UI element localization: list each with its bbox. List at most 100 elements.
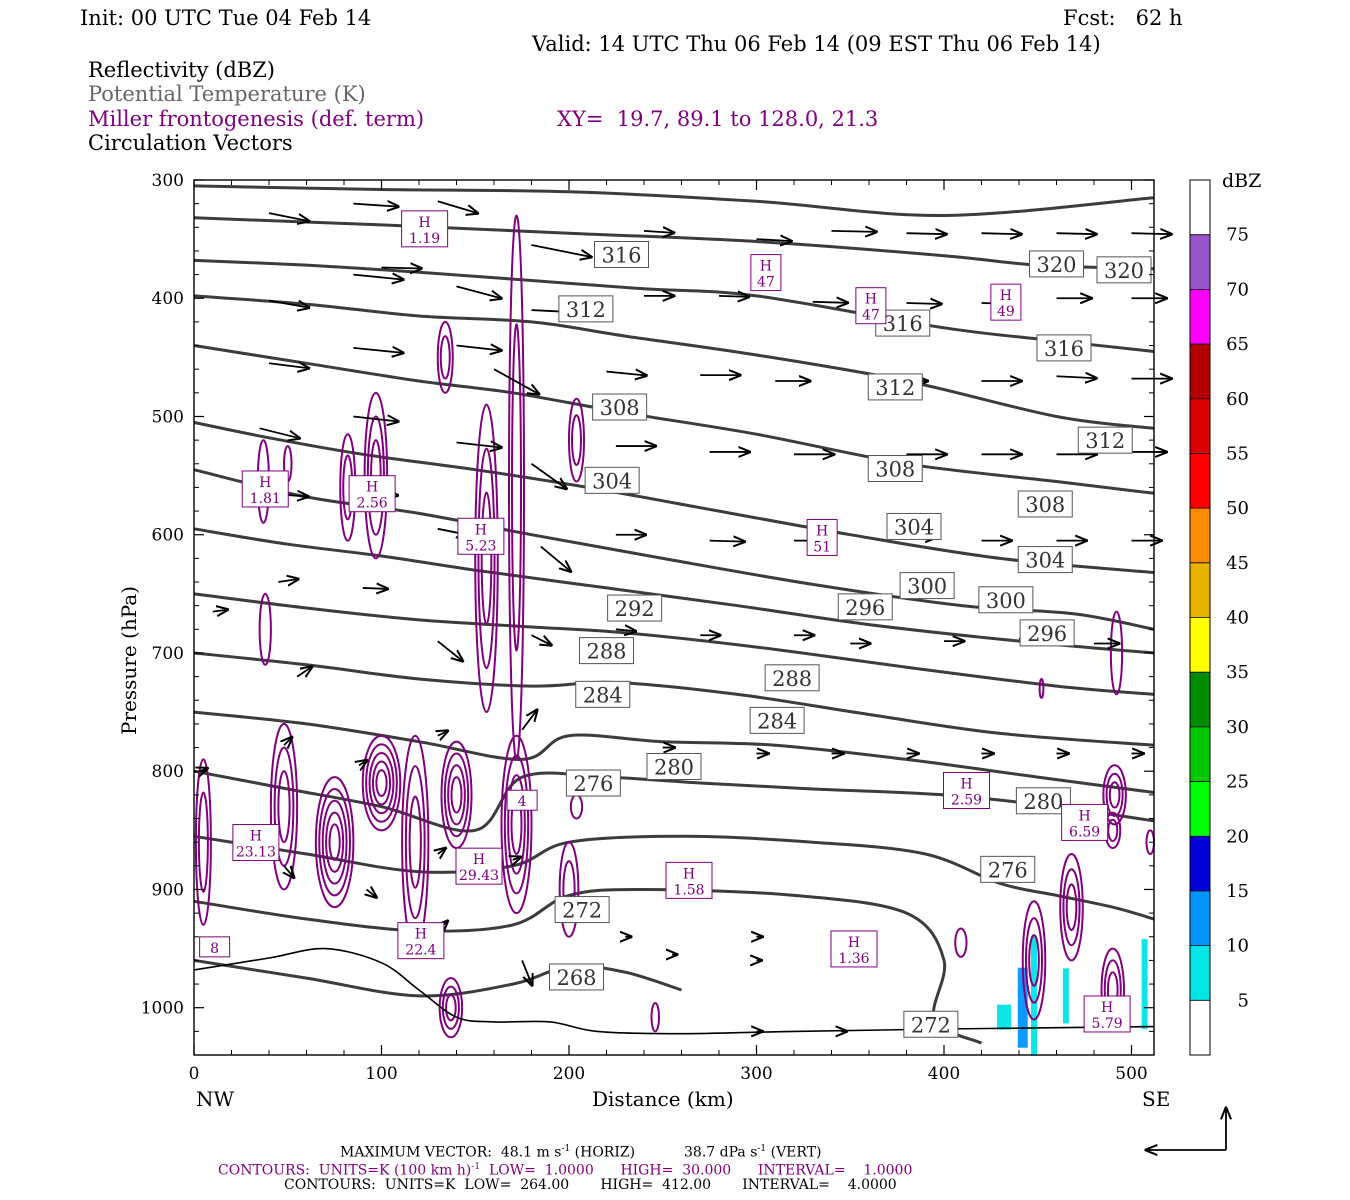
colorbar-unit: dBZ: [1222, 170, 1262, 192]
frontogenesis-high-box-3: [457, 517, 505, 555]
frontogenesis-contour-info: CONTOURS: UNITS=K (100 km h)-1 LOW= 1.00…: [218, 1162, 913, 1179]
circulation-vector-0: [268, 212, 309, 221]
circulation-vector-6: [831, 231, 877, 232]
theta-label-300: 300: [907, 575, 947, 599]
terrain-layer: [193, 947, 1155, 1035]
circulation-vector-18: [812, 302, 848, 303]
frontogenesis-contour-13-0: [440, 740, 473, 850]
circulation-vector-57: [362, 588, 388, 589]
frontogenesis-high-value: 23.13: [236, 845, 276, 861]
theta-contours-layer: [193, 184, 1155, 1045]
frontogenesis-high-box-5: [855, 287, 887, 325]
frontogenesis-high-box-9: [455, 847, 503, 885]
theta-label-280: 280: [654, 755, 694, 779]
theta-label-284: 284: [583, 683, 623, 707]
colorbar-level-label: 40: [1226, 608, 1249, 629]
theta-label-box-5-0: [584, 466, 640, 494]
theta-contour-276-12: [193, 834, 1155, 921]
frontogenesis-high-value: 1.19: [409, 231, 440, 247]
colorbar-level-label: 20: [1226, 826, 1249, 847]
frontogenesis-high-value: 1.36: [838, 951, 869, 967]
frontogenesis-high-marker: H: [475, 522, 487, 538]
theta-contour-info: CONTOURS: UNITS=K LOW= 264.00 HIGH= 412.…: [284, 1177, 897, 1193]
reflectivity-patch-0: [1017, 967, 1028, 1048]
theta-label-276: 276: [573, 772, 613, 796]
frontogenesis-high-marker: H: [760, 259, 772, 275]
frontogenesis-contour-22-2: [1028, 934, 1040, 987]
frontogenesis-contour-14-1: [503, 754, 530, 895]
circulation-vector-12: [268, 299, 309, 308]
frontogenesis-high-marker: H: [1000, 288, 1012, 304]
circulation-vector-2: [437, 200, 478, 213]
frontogenesis-contour-10-2: [321, 799, 348, 885]
circulation-vector-17: [718, 296, 749, 297]
x-tick-label: 300: [740, 1064, 772, 1084]
frontogenesis-high-value: 51: [813, 539, 831, 555]
frontogenesis-contour-0-1: [511, 323, 522, 652]
x-tick-label: 100: [365, 1064, 397, 1084]
field-circulation-vectors: Circulation Vectors: [88, 131, 293, 155]
colorbar-level-label: 70: [1226, 279, 1249, 300]
theta-label-box-4-2: [1017, 490, 1073, 518]
x-tick-label: 200: [553, 1064, 585, 1084]
circulation-vector-23: [268, 363, 309, 368]
theta-contour-320-0: [193, 184, 1155, 218]
colorbar-level-label: 50: [1226, 498, 1249, 519]
circulation-vector-81: [284, 865, 294, 878]
frontogenesis-contour-19-1: [1105, 772, 1124, 817]
circulation-vector-50: [709, 541, 745, 542]
theta-label-box-10-1: [749, 706, 805, 734]
circulation-vector-26: [493, 368, 539, 394]
y-tick-label: 800: [152, 762, 184, 782]
colorbar-segment-11: [1190, 398, 1210, 454]
frontogenesis-contour-10-1: [318, 787, 351, 897]
frontogenesis-high-value: 1.58: [673, 882, 704, 898]
frontogenesis-high-box-0: [401, 210, 449, 248]
frontogenesis-contour-14-0: [500, 734, 533, 915]
frontogenesis-high-marker: H: [816, 523, 828, 539]
theta-contour-284-10: [193, 710, 1155, 794]
circulation-vector-59: [531, 634, 552, 645]
x-tick-label: 0: [189, 1064, 200, 1084]
circulation-vector-56: [278, 579, 298, 582]
reflectivity-patch-2: [1062, 968, 1069, 1024]
colorbar-level-label: 35: [1226, 662, 1249, 683]
frontogenesis-contour-0-0: [508, 214, 525, 761]
frontogenesis-high-box-4: [750, 254, 782, 292]
theta-contour-288-9: [193, 651, 1155, 747]
plot-frame: [193, 179, 1155, 1056]
theta-label-300: 300: [986, 589, 1026, 613]
frontogenesis-contour-10-4: [328, 823, 341, 861]
theta-label-box-5-1: [886, 512, 942, 540]
theta-label-box-6-0: [899, 572, 955, 600]
frontogenesis-high-marker: H: [865, 292, 877, 308]
frontogenesis-contour-1-2: [480, 491, 493, 626]
theta-label-296: 296: [1027, 622, 1067, 646]
forecast-hour: Fcst: 62 h: [1063, 6, 1183, 30]
frontogenesis-contour-18-0: [1038, 677, 1045, 699]
colorbar-segment-4: [1190, 781, 1210, 837]
circulation-vector-11: [381, 268, 422, 269]
frontogenesis-contour-1-0: [474, 403, 499, 714]
frontogenesis-contour-14-2: [507, 774, 526, 875]
theta-label-box-9-0: [579, 637, 634, 665]
circulation-vector-14: [456, 285, 502, 298]
frontogenesis-contour-11-3: [371, 760, 392, 806]
circulation-vector-77: [284, 737, 292, 745]
x-axis-label: Distance (km): [592, 1087, 734, 1111]
theta-label-box-3-2: [1077, 426, 1133, 454]
circulation-vector-3: [531, 244, 592, 257]
frontogenesis-high-box-8: [232, 824, 280, 862]
frontogenesis-high-box-6: [990, 283, 1022, 321]
frontogenesis-high-value: 6.59: [1069, 824, 1100, 840]
frontogenesis-high-marker: H: [848, 935, 860, 951]
theta-contour-320-1: [193, 216, 1155, 271]
theta-label-312: 312: [1085, 429, 1125, 453]
circulation-vector-37: [530, 463, 567, 489]
frontogenesis-contour-7-0: [568, 397, 585, 483]
circulation-vector-1: [353, 204, 398, 207]
circulation-vector-67: [212, 610, 228, 612]
circulation-vector-35: [353, 416, 398, 421]
circulation-vector-27: [606, 372, 647, 376]
frontogenesis-high-marker: H: [1101, 1000, 1113, 1016]
